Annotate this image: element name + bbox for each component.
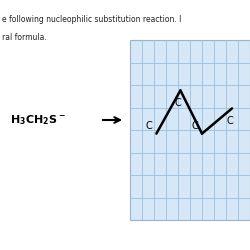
Text: e following nucleophilic substitution reaction. I: e following nucleophilic substitution re… [2,15,182,24]
Text: C: C [146,122,152,132]
Text: $\mathregular{H_3CH_2S^-}$: $\mathregular{H_3CH_2S^-}$ [10,113,66,127]
Text: C: C [226,116,233,126]
Text: ral formula.: ral formula. [2,32,47,42]
Text: C: C [174,98,182,108]
FancyBboxPatch shape [130,40,250,220]
Text: C: C [192,122,198,132]
